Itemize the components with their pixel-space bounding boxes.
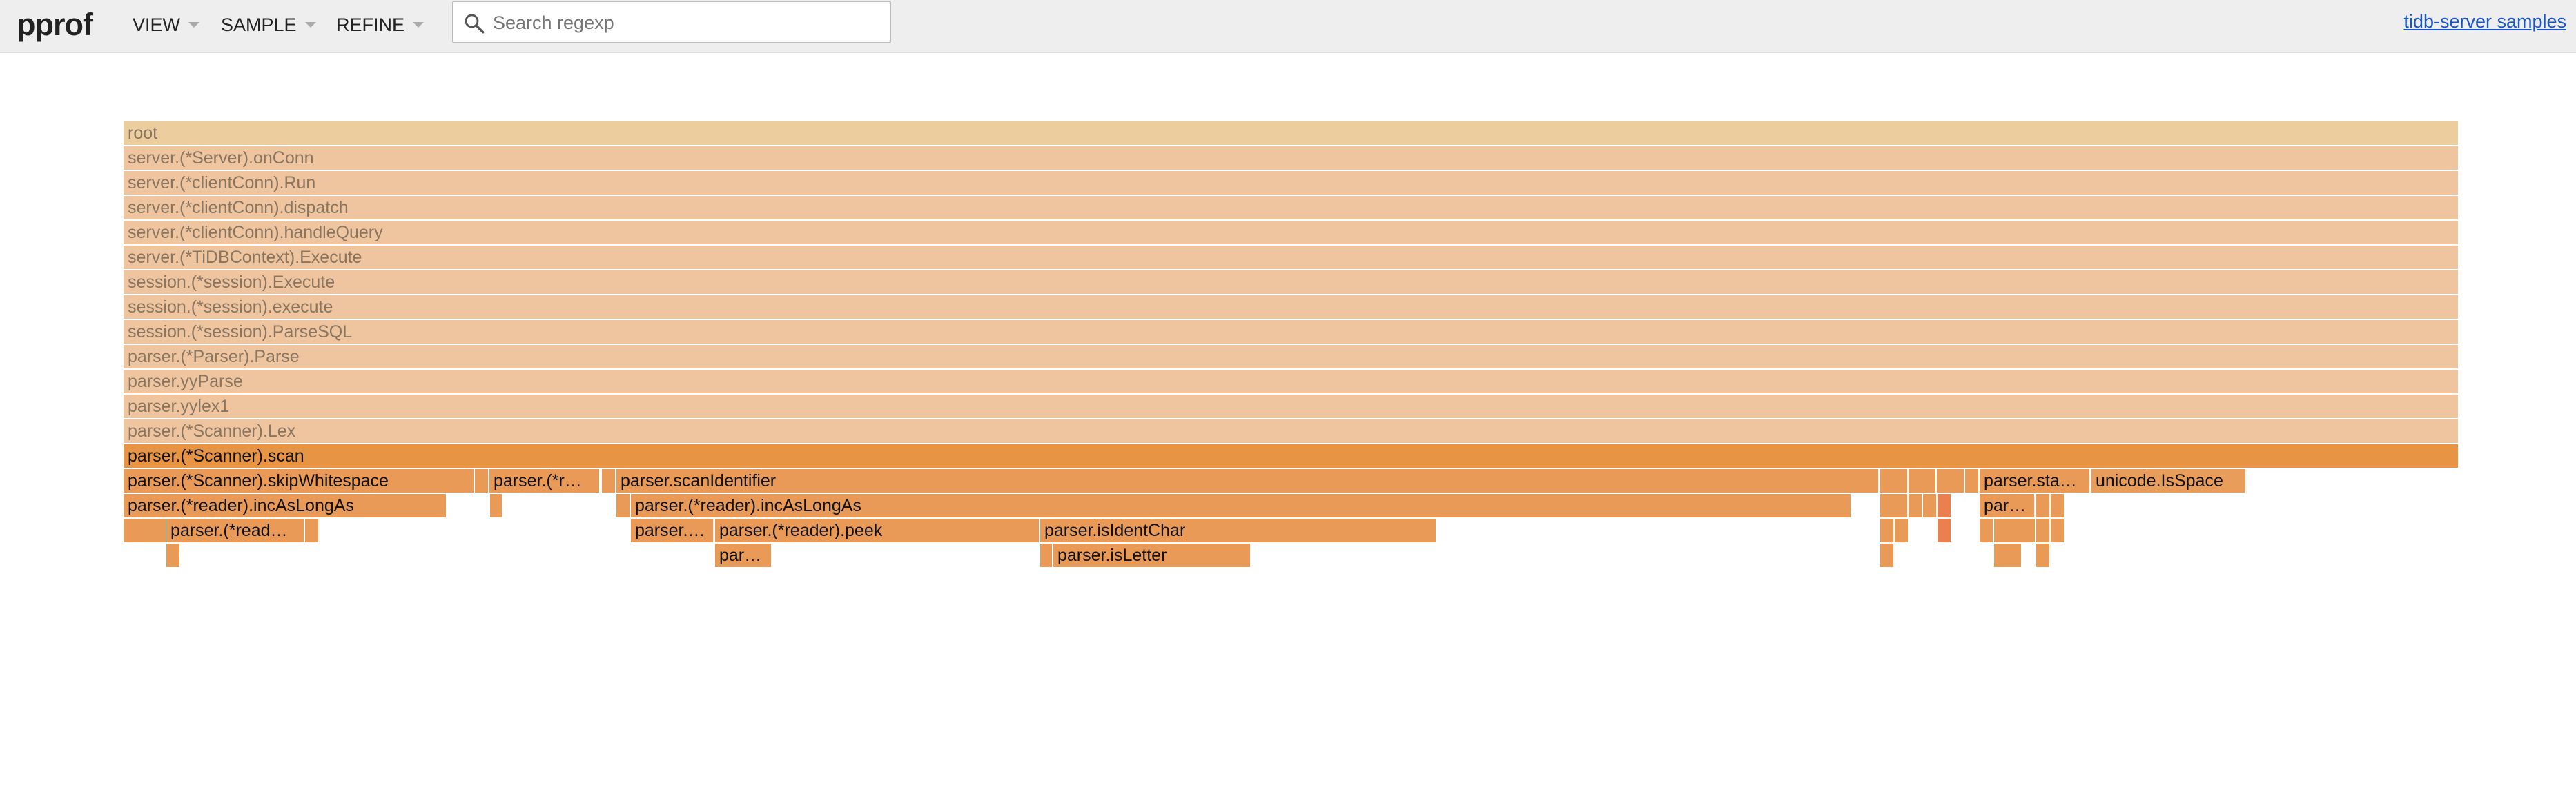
view-menu-label: VIEW [133, 14, 181, 35]
flame-frame[interactable] [475, 469, 489, 493]
flame-frame[interactable] [1938, 519, 1951, 542]
flame-frame[interactable] [1880, 519, 1894, 542]
flame-frame[interactable] [1994, 519, 2036, 542]
search-input[interactable] [491, 8, 881, 38]
flame-frame[interactable] [1880, 469, 1908, 493]
search-icon [465, 14, 485, 34]
flame-frame[interactable]: server.(*clientConn).Run [124, 171, 2459, 195]
flame-frame[interactable] [1040, 544, 1053, 567]
sample-menu-label: SAMPLE [221, 14, 297, 35]
sample-menu[interactable]: SAMPLE [221, 11, 316, 39]
flame-frame[interactable]: par… [715, 544, 772, 567]
flame-frame[interactable] [1965, 469, 1979, 493]
flame-frame[interactable]: root [124, 121, 2459, 145]
flame-frame[interactable]: parser.(*reader).incAsLongAs [124, 494, 447, 517]
chevron-down-icon [413, 22, 425, 28]
chevron-down-icon [304, 22, 316, 28]
flame-frame[interactable] [2051, 494, 2065, 517]
flame-frame[interactable]: server.(*clientConn).dispatch [124, 196, 2459, 219]
flame-frame[interactable]: server.(*TiDBContext).Execute [124, 246, 2459, 269]
flame-frame[interactable] [2036, 494, 2050, 517]
flame-frame[interactable]: session.(*session).ParseSQL [124, 320, 2459, 344]
flame-frame[interactable] [166, 544, 180, 567]
flame-frame[interactable]: session.(*session).Execute [124, 270, 2459, 294]
app-logo: pprof [17, 7, 93, 42]
flame-frame[interactable]: parser.(*r… [489, 469, 600, 493]
refine-menu-label: REFINE [336, 14, 405, 35]
flame-frame[interactable] [1938, 494, 1951, 517]
flame-frame[interactable] [1909, 469, 1936, 493]
search-box[interactable] [452, 1, 891, 43]
flame-frame[interactable] [1880, 544, 1894, 567]
flame-frame[interactable] [490, 494, 502, 517]
flame-frame[interactable]: par… [1980, 494, 2035, 517]
flame-frame[interactable] [305, 519, 319, 542]
flame-frame[interactable] [1880, 494, 1908, 517]
flame-frame[interactable]: session.(*session).execute [124, 295, 2459, 319]
flame-frame[interactable]: parser.sta… [1980, 469, 2090, 493]
flame-frame[interactable] [2036, 519, 2050, 542]
toolbar: pprof VIEW SAMPLE REFINE tidb-server sam… [0, 0, 2576, 53]
flame-frame[interactable] [1994, 544, 2022, 567]
flame-frame[interactable] [1909, 494, 1922, 517]
flame-frame[interactable] [1937, 469, 1964, 493]
flame-frame[interactable] [1980, 519, 1993, 542]
flame-frame[interactable] [1923, 494, 1937, 517]
flame-frame[interactable] [1895, 519, 1909, 542]
flame-frame[interactable]: unicode.IsSpace [2091, 469, 2246, 493]
flame-frame[interactable]: parser.(*Scanner).Lex [124, 419, 2459, 443]
flame-graph: root server.(*Server).onConn server.(*clie… [124, 121, 2459, 570]
flame-frame[interactable]: server.(*Server).onConn [124, 146, 2459, 170]
flame-frame[interactable]: parser.(*read… [166, 519, 304, 542]
flame-frame[interactable]: parser.(*reader).peek [715, 519, 1040, 542]
flame-frame[interactable]: parser.(*Scanner).skipWhitespace [124, 469, 474, 493]
flame-frame[interactable]: parser.(*Scanner).scan [124, 444, 2459, 468]
flame-frame[interactable]: parser.scanIdentifier [616, 469, 1879, 493]
samples-link[interactable]: tidb-server samples [2403, 11, 2566, 32]
flame-frame[interactable] [2036, 544, 2050, 567]
view-menu[interactable]: VIEW [133, 11, 200, 39]
flame-frame[interactable]: parser.yylex1 [124, 395, 2459, 418]
flame-frame[interactable]: parser.(*Parser).Parse [124, 345, 2459, 368]
flame-frame[interactable]: parser.… [631, 519, 714, 542]
flame-frame[interactable]: parser.(*reader).incAsLongAs [631, 494, 1851, 517]
flame-frame[interactable]: parser.isLetter [1053, 544, 1251, 567]
flame-frame[interactable] [616, 494, 630, 517]
chevron-down-icon [188, 22, 200, 28]
flame-frame[interactable]: parser.yyParse [124, 370, 2459, 393]
refine-menu[interactable]: REFINE [336, 11, 425, 39]
flame-frame[interactable]: parser.isIdentChar [1040, 519, 1436, 542]
flame-frame[interactable] [602, 469, 616, 493]
flame-frame[interactable] [124, 519, 166, 542]
flame-frame[interactable]: server.(*clientConn).handleQuery [124, 221, 2459, 244]
flame-frame[interactable] [2051, 519, 2065, 542]
